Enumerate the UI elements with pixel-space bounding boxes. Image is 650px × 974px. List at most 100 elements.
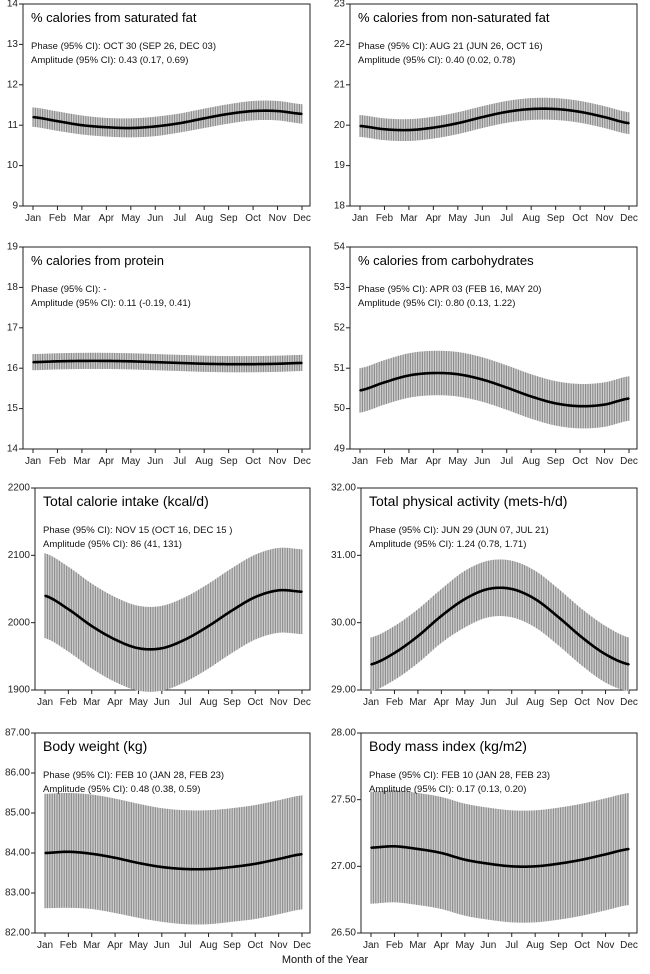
x-tick-label: Apr <box>107 940 123 951</box>
x-tick-label: Sep <box>547 213 565 224</box>
data-point <box>203 117 205 120</box>
data-point <box>464 858 466 861</box>
x-tick-label: Dec <box>620 940 638 951</box>
x-tick-label: Aug <box>200 940 218 951</box>
y-tick-label: 49 <box>334 444 346 455</box>
data-point <box>510 865 513 868</box>
x-tick-label: Sep <box>223 697 241 708</box>
data-point <box>370 663 372 666</box>
x-tick-label: Nov <box>596 456 614 467</box>
x-tick-label: Jan <box>37 940 53 951</box>
x-axis-title: Month of the Year <box>281 954 369 966</box>
x-tick-label: Apr <box>99 213 115 224</box>
x-tick-label: Jul <box>179 697 192 708</box>
data-point <box>628 397 630 400</box>
phase-text: Phase (95% CI): OCT 30 (SEP 26, DEC 03) <box>31 41 216 52</box>
y-tick-label: 21 <box>334 79 346 90</box>
data-point <box>114 638 116 641</box>
chart-title: Body weight (kg) <box>43 738 147 754</box>
data-point <box>464 598 466 600</box>
data-point <box>67 608 70 610</box>
y-tick-label: 83.00 <box>5 888 30 899</box>
y-tick-label: 29.00 <box>331 685 356 696</box>
plot-frame <box>22 3 311 207</box>
x-tick-label: Sep <box>550 940 568 951</box>
y-tick-label: 86.00 <box>5 768 30 779</box>
x-tick-label: Mar <box>83 697 101 708</box>
series-curve <box>370 845 630 868</box>
x-tick-label: May <box>455 697 474 708</box>
data-point <box>252 363 254 365</box>
data-point <box>161 647 163 650</box>
x-tick-label: Dec <box>293 697 311 708</box>
phase-text: Phase (95% CI): - <box>31 284 107 295</box>
x-tick-label: Oct <box>572 456 588 467</box>
series-curve <box>32 109 303 130</box>
phase-text: Phase (95% CI): AUG 21 (JUN 26, OCT 16) <box>358 41 543 52</box>
x-tick-label: Mar <box>409 697 427 708</box>
data-point <box>301 853 303 855</box>
chart-title: % calories from non-saturated fat <box>358 10 550 25</box>
data-point <box>231 609 233 612</box>
confidence-band <box>44 792 303 925</box>
data-point <box>184 868 186 870</box>
x-tick-label: May <box>455 940 474 951</box>
x-tick-label: Feb <box>60 940 78 951</box>
data-point <box>254 596 257 598</box>
chart-panel-5: 1900 2000 2100 2200 Jan Feb Mar Apr May Jun Jul Aug… <box>8 483 311 708</box>
y-tick-label: 2100 <box>8 550 31 561</box>
y-tick-label: 32.00 <box>331 483 356 494</box>
data-point <box>457 122 459 124</box>
data-point <box>137 647 140 650</box>
chart-panel-1: 9 10 11 12 13 14 Jan Feb Mar Apr May Jun Jul Aug Sep Oc… <box>7 0 311 224</box>
data-point <box>161 866 163 868</box>
x-tick-label: Oct <box>245 456 261 467</box>
y-tick-label: 23 <box>334 0 346 10</box>
data-point <box>604 853 607 856</box>
data-point <box>432 372 435 374</box>
data-point <box>487 588 490 590</box>
y-tick-label: 18 <box>334 201 346 212</box>
confidence-band <box>359 350 630 429</box>
data-point <box>440 615 443 617</box>
data-point <box>604 653 607 656</box>
x-tick-label: Sep <box>220 213 238 224</box>
y-tick-label: 14 <box>7 0 19 10</box>
x-tick-label: Jul <box>500 213 513 224</box>
y-tick-label: 20 <box>334 120 346 131</box>
x-tick-label: Jun <box>147 213 163 224</box>
confidence-band <box>32 100 303 138</box>
y-tick-label: 31.00 <box>331 550 356 561</box>
x-tick-label: Nov <box>270 697 288 708</box>
data-point <box>408 374 410 377</box>
plot-frame <box>349 246 638 450</box>
chart-title: Total calorie intake (kcal/d) <box>43 493 209 509</box>
plot-frame <box>360 487 638 691</box>
x-tick-label: Feb <box>376 456 394 467</box>
x-tick-label: Jul <box>179 940 192 951</box>
data-point <box>276 110 279 112</box>
data-point <box>417 848 419 850</box>
amplitude-text: Amplitude (95% CI): 0.11 (-0.19, 0.41) <box>31 298 191 309</box>
data-point <box>114 857 116 859</box>
y-tick-label: 28.00 <box>331 728 356 739</box>
data-point <box>178 362 181 364</box>
x-tick-label: Jun <box>147 456 163 467</box>
x-tick-label: Oct <box>572 213 588 224</box>
x-tick-label: Dec <box>620 697 638 708</box>
x-tick-label: Jun <box>154 697 170 708</box>
series-curve <box>370 586 630 666</box>
x-tick-label: Jul <box>173 456 186 467</box>
x-tick-label: Nov <box>270 940 288 951</box>
series-curve <box>359 371 630 408</box>
x-tick-label: Mar <box>409 940 427 951</box>
data-point <box>207 625 210 627</box>
y-tick-label: 26.50 <box>331 928 356 939</box>
x-tick-label: Jan <box>352 213 368 224</box>
plot-frame <box>22 246 311 450</box>
y-tick-label: 84.00 <box>5 848 30 859</box>
x-tick-label: Sep <box>550 697 568 708</box>
data-point <box>417 635 419 637</box>
data-point <box>301 113 303 115</box>
x-tick-label: Jan <box>352 456 368 467</box>
